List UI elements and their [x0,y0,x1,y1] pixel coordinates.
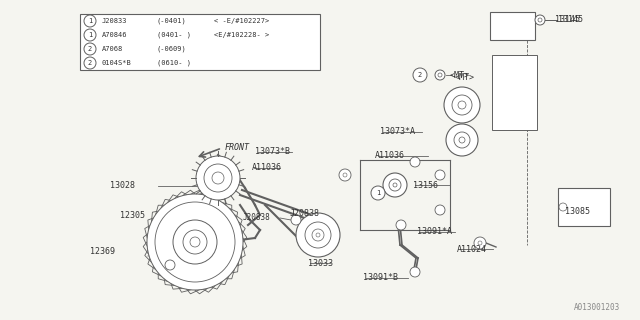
Circle shape [413,68,427,82]
Circle shape [458,101,466,109]
Circle shape [196,156,240,200]
Text: 13156: 13156 [413,180,438,189]
Text: 13145: 13145 [555,15,580,25]
Text: 0104S*B: 0104S*B [102,60,132,66]
Circle shape [183,230,207,254]
Text: 13145: 13145 [558,15,583,25]
Circle shape [371,186,385,200]
Circle shape [84,29,96,41]
Text: 12369: 12369 [90,247,115,257]
Text: 2: 2 [88,60,92,66]
Circle shape [435,70,445,80]
Circle shape [339,169,351,181]
Text: 13091*A: 13091*A [417,228,452,236]
Circle shape [459,137,465,143]
Text: J20838: J20838 [243,213,270,222]
Circle shape [343,173,347,177]
Circle shape [535,15,545,25]
Circle shape [155,202,235,282]
Text: 2: 2 [418,72,422,78]
Text: (0610- ): (0610- ) [157,60,191,66]
Circle shape [316,233,320,237]
Text: A7068: A7068 [102,46,124,52]
Text: (0401- ): (0401- ) [157,32,191,38]
Circle shape [291,215,301,225]
Circle shape [559,203,567,211]
Circle shape [190,237,200,247]
Circle shape [312,229,324,241]
Circle shape [305,222,331,248]
Text: < -E/#102227>: < -E/#102227> [214,18,269,24]
Circle shape [435,205,445,215]
Bar [80,14,320,70]
Circle shape [446,124,478,156]
Bar [558,188,610,226]
Text: (-0609): (-0609) [157,46,187,52]
Text: <MT>: <MT> [455,73,475,82]
Circle shape [452,95,472,115]
Circle shape [173,220,217,264]
Text: 13028: 13028 [110,181,135,190]
Text: 1: 1 [376,190,380,196]
Circle shape [435,170,445,180]
Circle shape [396,220,406,230]
Circle shape [393,183,397,187]
Text: 13073*B: 13073*B [255,148,290,156]
Circle shape [444,87,480,123]
Text: A70846: A70846 [102,32,127,38]
Circle shape [383,173,407,197]
Text: A11036: A11036 [252,164,282,172]
Text: FRONT: FRONT [225,143,250,153]
Circle shape [410,267,420,277]
Text: 2: 2 [88,46,92,52]
Text: A013001203: A013001203 [573,303,620,312]
Circle shape [296,213,340,257]
Circle shape [474,237,486,249]
Text: J20838: J20838 [290,209,320,218]
Circle shape [410,157,420,167]
Circle shape [454,132,470,148]
Circle shape [389,179,401,191]
Bar [490,12,535,40]
Text: A11036: A11036 [375,151,405,161]
Bar [492,55,537,130]
Text: <E/#102228- >: <E/#102228- > [214,32,269,38]
Circle shape [438,73,442,77]
Text: 12305: 12305 [120,212,145,220]
Circle shape [478,241,482,245]
Text: 1: 1 [88,32,92,38]
Circle shape [147,194,243,290]
Text: (-0401): (-0401) [157,18,187,24]
Text: J20833: J20833 [102,18,127,24]
Text: 13073*A: 13073*A [380,127,415,137]
Circle shape [165,260,175,270]
Circle shape [538,18,542,22]
Text: 1: 1 [88,18,92,24]
Circle shape [212,172,224,184]
Circle shape [84,43,96,55]
Text: 13091*B: 13091*B [363,274,398,283]
Text: 13085: 13085 [565,207,590,217]
Circle shape [204,164,232,192]
Text: <MT>: <MT> [450,70,470,79]
Circle shape [84,15,96,27]
Text: A11024: A11024 [457,244,487,253]
Text: 13033: 13033 [308,259,333,268]
Circle shape [84,57,96,69]
